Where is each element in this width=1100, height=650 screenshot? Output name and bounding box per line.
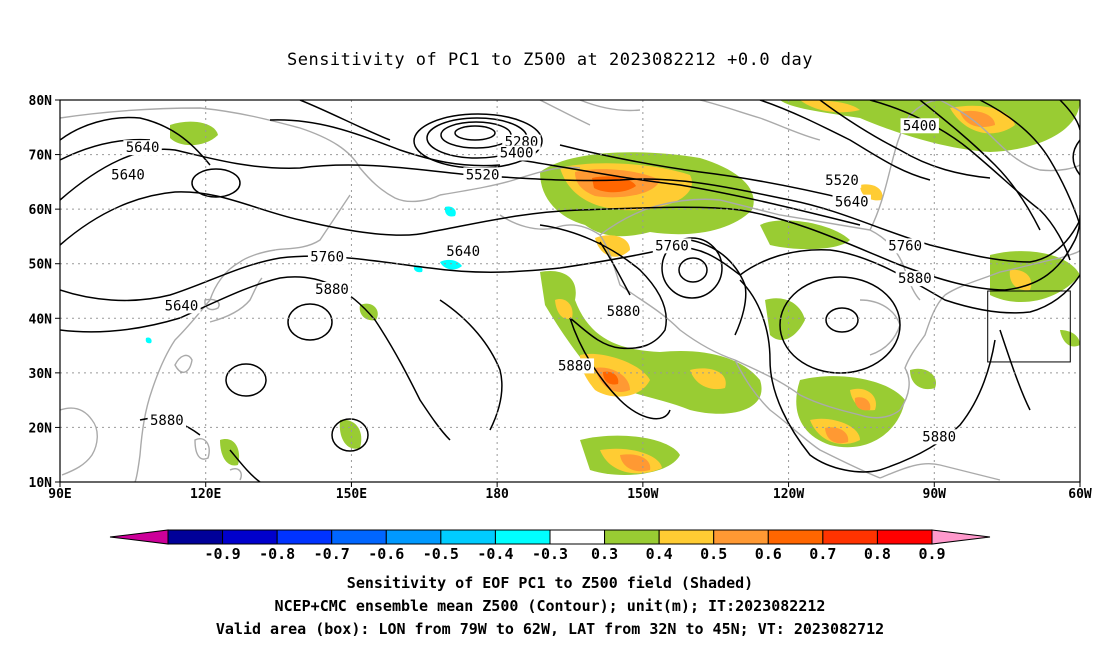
contour-label: 5520 — [825, 173, 859, 189]
contour-label-bg — [162, 298, 201, 314]
colorbar-label: -0.6 — [368, 545, 404, 563]
contour-label-bg — [443, 243, 483, 259]
contour-label: 5880 — [558, 358, 592, 374]
colorbar-label: -0.8 — [259, 545, 295, 563]
contour-label-bg — [307, 249, 347, 265]
colorbar-box — [876, 529, 933, 545]
colorbar: -0.9 -0.8 -0.7 -0.6 -0.5 -0.4 -0.3 0.3 0.4 0.5 0.6… — [109, 529, 991, 563]
colorbar-box — [440, 529, 496, 545]
colorbar-box — [822, 529, 878, 545]
lat-tick-label: 30N — [29, 367, 53, 382]
contour-label-bg — [108, 167, 148, 183]
contour-label-bg — [147, 412, 187, 428]
contour-label: 5760 — [655, 238, 689, 254]
contour-label: 5880 — [150, 413, 184, 429]
contour-label-bg — [555, 358, 595, 374]
lat-tick-label: 40N — [29, 312, 53, 327]
lon-tick-label: 120E — [190, 487, 221, 502]
colorbar-box — [494, 529, 551, 545]
caption-contour: NCEP+CMC ensemble mean Z500 (Contour); u… — [274, 597, 826, 615]
colorbar-label: -0.3 — [532, 545, 568, 563]
contour-label-bg — [652, 238, 692, 254]
contour-label: 5760 — [888, 238, 922, 254]
colorbar-label: -0.4 — [477, 545, 513, 563]
colorbar-label: 0.8 — [864, 545, 891, 563]
contour-label: 5760 — [310, 249, 344, 265]
contour-labels: 5640564056405760588058805280540055205640… — [108, 118, 959, 445]
colorbar-box — [549, 529, 606, 545]
caption-shaded: Sensitivity of EOF PC1 to Z500 field (Sh… — [346, 574, 754, 592]
contour-label: 5640 — [111, 167, 145, 183]
colorbar-label: 0.7 — [809, 545, 836, 563]
contour-label-bg — [123, 140, 162, 156]
contour-label-bg — [900, 118, 939, 134]
lon-tick-label: 180 — [485, 487, 509, 502]
lat-tick-label: 20N — [29, 421, 53, 436]
contour-label-bg — [919, 429, 959, 445]
contour-label: 5640 — [165, 298, 199, 314]
colorbar-box — [167, 529, 224, 545]
lat-tick-label: 10N — [29, 476, 53, 491]
map-title: Sensitivity of PC1 to Z500 at 2023082212… — [286, 50, 813, 70]
contour-label-bg — [895, 271, 935, 287]
lat-tick-label: 60N — [29, 203, 53, 218]
lon-tick-label: 90W — [923, 487, 947, 502]
colorbar-box — [767, 529, 824, 545]
coastlines — [60, 100, 1080, 482]
colorbar-box — [713, 529, 769, 545]
colorbar-label: -0.5 — [423, 545, 459, 563]
contour-label: 5880 — [607, 304, 641, 320]
colorbar-label: -0.9 — [205, 545, 241, 563]
contour-label-bg — [312, 282, 352, 297]
contour-label-bg — [604, 303, 643, 319]
contour-label: 5880 — [898, 271, 932, 287]
valid-area-box — [987, 290, 1071, 363]
contour-label: 5640 — [835, 195, 869, 211]
caption-valid-area: Valid area (box): LON from 79W to 62W, L… — [215, 620, 885, 638]
contour-label-bg — [463, 167, 502, 183]
colorbar-box — [276, 529, 333, 545]
contour-label: 5520 — [466, 167, 500, 183]
colorbar-label: 0.5 — [700, 545, 727, 563]
lat-tick-label: 50N — [29, 258, 53, 273]
colorbar-label: 0.4 — [646, 545, 673, 563]
colorbar-arrow-left — [109, 529, 169, 545]
contour-label-bg — [885, 238, 925, 254]
lat-tick-label: 80N — [29, 94, 53, 109]
colorbar-box — [222, 529, 278, 545]
colorbar-label: -0.7 — [314, 545, 350, 563]
contour-label: 5640 — [446, 244, 480, 260]
lon-tick-label: 150W — [627, 487, 658, 502]
plot-frame — [59, 99, 1081, 483]
colorbar-label: 0.9 — [918, 545, 945, 563]
colorbar-arrow-right — [931, 529, 991, 545]
contour-label-bg — [832, 194, 871, 210]
lon-tick-label: 120W — [773, 487, 804, 502]
colorbar-box — [331, 529, 387, 545]
contour-label: 5880 — [315, 282, 349, 298]
z500-contours — [60, 100, 1080, 482]
lon-tick-label: 60W — [1068, 487, 1092, 502]
contour-label: 5640 — [126, 140, 160, 156]
lon-tick-label: 90E — [48, 487, 71, 502]
contour-label-bg — [822, 172, 862, 188]
lat-tick-label: 70N — [29, 149, 53, 164]
lon-tick-label: 150E — [336, 487, 367, 502]
contour-label: 5400 — [500, 146, 534, 162]
contour-label-bg — [497, 145, 536, 161]
colorbar-box — [385, 529, 442, 545]
colorbar-label: 0.3 — [591, 545, 618, 563]
colorbar-box — [658, 529, 715, 545]
colorbar-label: 0.6 — [755, 545, 782, 563]
contour-label: 5400 — [903, 118, 937, 134]
contour-label: 5880 — [922, 429, 956, 445]
colorbar-box — [604, 529, 660, 545]
